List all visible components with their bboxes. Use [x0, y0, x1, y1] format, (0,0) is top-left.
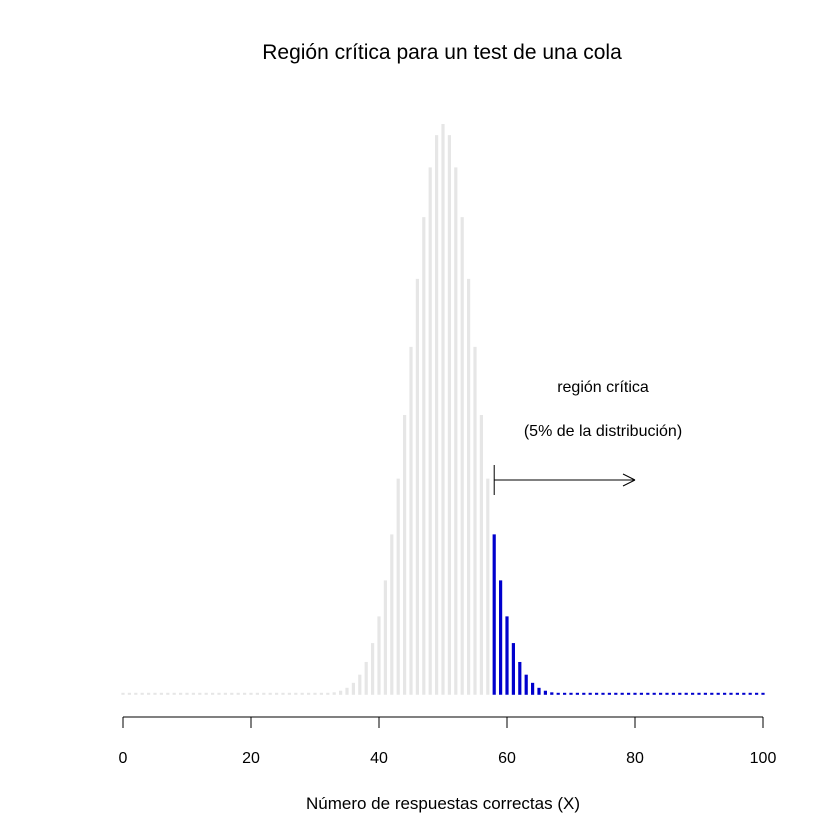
x-tick-label-60: 60	[498, 750, 516, 767]
x-axis: 0 20 40 60 80 100	[119, 716, 777, 767]
x-tick-label-20: 20	[242, 750, 260, 767]
chart-title: Región crítica para un test de una cola	[262, 41, 622, 64]
x-tick-label-0: 0	[119, 750, 128, 767]
critical-region-label: región crítica	[557, 379, 649, 396]
critical-region-percent-label: (5% de la distribución)	[524, 423, 682, 440]
bars-group	[121, 124, 765, 695]
x-tick-label-40: 40	[370, 750, 388, 767]
critical-region-arrow	[493, 465, 636, 495]
arrow-head-upper	[622, 473, 636, 481]
x-axis-label: Número de respuestas correctas (X)	[306, 794, 580, 813]
arrow-head-lower	[622, 479, 636, 487]
x-tick-label-100: 100	[750, 750, 777, 767]
x-tick-label-80: 80	[626, 750, 644, 767]
